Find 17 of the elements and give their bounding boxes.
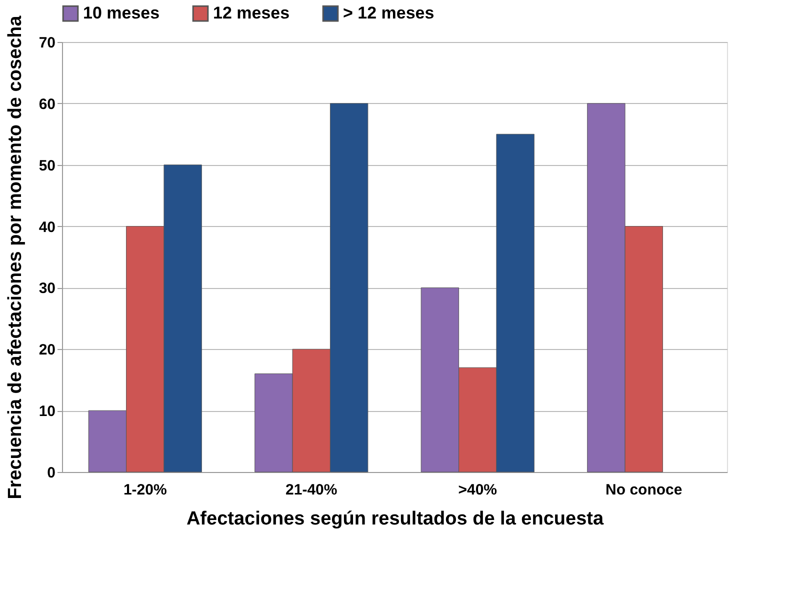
- y-tick-label: 20: [38, 342, 56, 359]
- y-axis-title: Frecuencia de afectaciones por momento de cosecha: [4, 15, 26, 500]
- y-tick-label: 40: [38, 218, 56, 236]
- y-tick-label: 70: [38, 34, 56, 52]
- x-tick-label: No conoce: [606, 482, 682, 498]
- legend-label: > 12 meses: [343, 4, 434, 23]
- x-tick-label: 21-40%: [286, 482, 338, 498]
- y-tick-label: 0: [47, 464, 56, 482]
- y-tick-label: 60: [38, 96, 56, 113]
- x-axis-title: Afectaciones según resultados de la encuesta: [186, 508, 604, 530]
- y-tick-label: 10: [38, 403, 56, 420]
- y-tick-label: 50: [38, 157, 56, 174]
- x-tick-label: >40%: [458, 482, 498, 498]
- legend-label: 10 meses: [83, 4, 160, 23]
- x-tick-label: 1-20%: [123, 482, 167, 498]
- y-tick-label: 30: [38, 280, 56, 298]
- legend-label: 12 meses: [213, 4, 290, 23]
